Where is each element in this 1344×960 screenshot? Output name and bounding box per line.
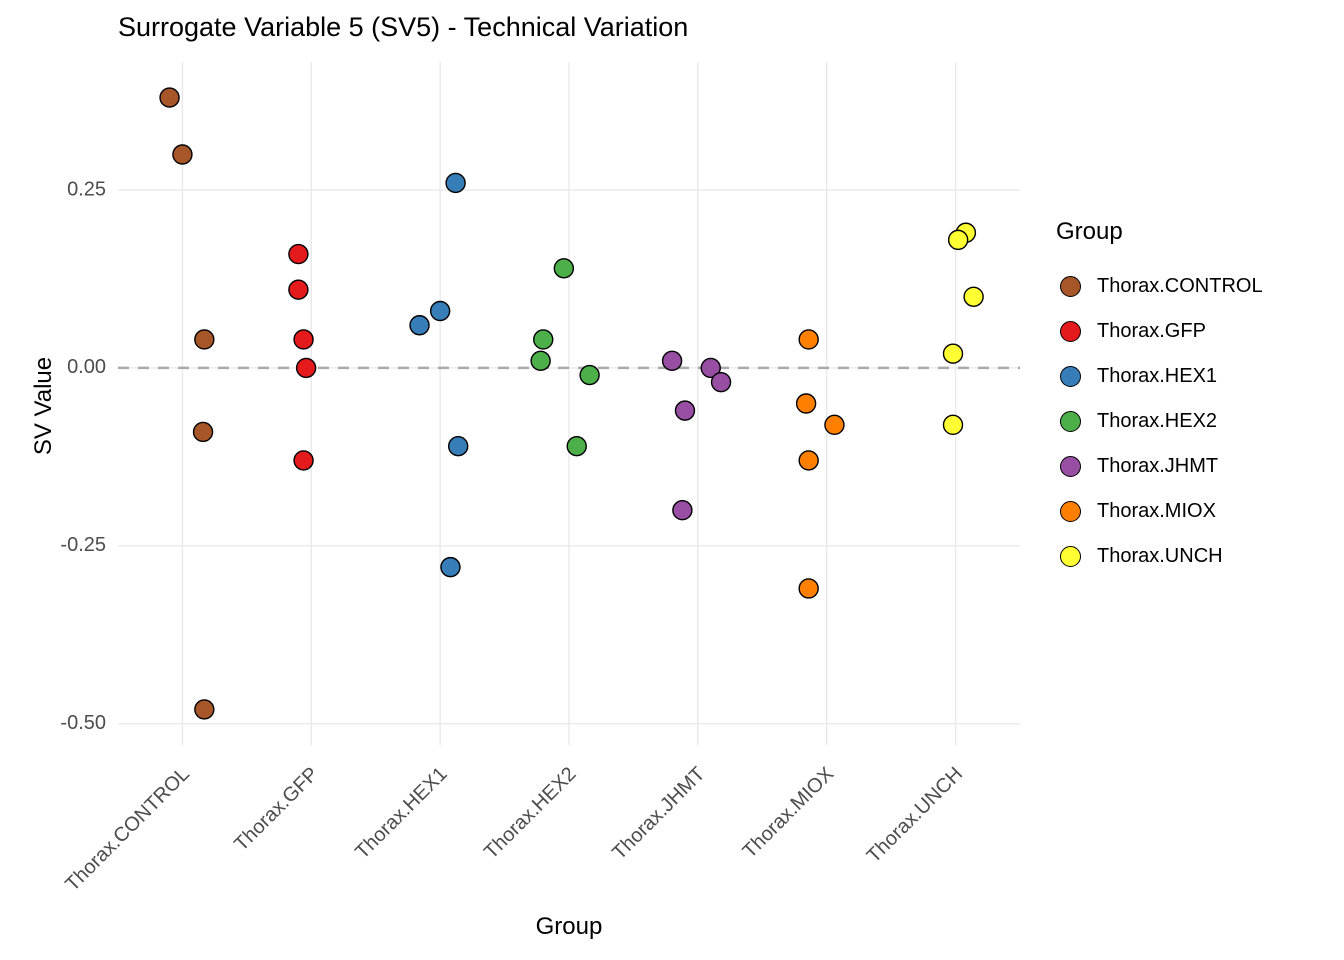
legend-item: Thorax.UNCH xyxy=(1052,534,1332,579)
data-point xyxy=(947,229,969,251)
data-point xyxy=(194,329,215,350)
legend-swatch xyxy=(1060,501,1081,522)
legend-label: Thorax.HEX1 xyxy=(1097,365,1218,387)
legend-label: Thorax.MIOX xyxy=(1097,500,1216,522)
data-point xyxy=(963,286,984,307)
data-point xyxy=(798,450,819,471)
x-tick-label: Thorax.UNCH xyxy=(863,763,967,867)
x-tick-label: Thorax.CONTROL xyxy=(61,763,194,896)
y-tick-label: -0.25 xyxy=(60,534,106,556)
data-point xyxy=(295,357,317,379)
legend-item: Thorax.HEX2 xyxy=(1052,399,1332,444)
y-tick-label: 0.25 xyxy=(67,178,106,200)
legend-items: Thorax.CONTROL Thorax.GFP Thorax.HEX1 Thora… xyxy=(1052,264,1332,579)
data-point xyxy=(674,400,696,421)
legend-item: Thorax.CONTROL xyxy=(1052,264,1332,309)
legend-swatch xyxy=(1060,456,1081,477)
legend-swatch xyxy=(1060,546,1081,567)
legend-label: Thorax.GFP xyxy=(1097,320,1206,342)
data-point xyxy=(447,435,469,457)
data-point xyxy=(445,172,466,194)
data-point xyxy=(579,364,600,386)
x-tick-label: Thorax.GFP xyxy=(230,763,323,856)
data-point xyxy=(798,578,819,599)
legend-item: Thorax.HEX1 xyxy=(1052,354,1332,399)
legend-item: Thorax.JHMT xyxy=(1052,444,1332,489)
data-point xyxy=(172,144,193,165)
data-point xyxy=(566,435,587,457)
x-axis-title: Group xyxy=(535,913,603,940)
data-point xyxy=(192,421,214,443)
data-point xyxy=(409,315,430,336)
data-point xyxy=(194,699,215,720)
legend-label: Thorax.UNCH xyxy=(1097,545,1223,567)
data-point xyxy=(288,243,309,265)
data-point xyxy=(824,414,845,436)
data-point xyxy=(710,371,732,393)
legend-item: Thorax.GFP xyxy=(1052,309,1332,354)
x-tick-label: Thorax.JHMT xyxy=(608,763,709,864)
y-axis-title: SV Value xyxy=(30,356,57,456)
chart-title: Surrogate Variable 5 (SV5) - Technical V… xyxy=(118,12,689,42)
legend-swatch xyxy=(1060,321,1081,342)
legend-swatch xyxy=(1060,366,1081,387)
data-point xyxy=(293,450,314,471)
x-tick-label: Thorax.HEX2 xyxy=(480,763,580,863)
data-point xyxy=(661,350,683,372)
x-tick-label: Thorax.MIOX xyxy=(739,763,839,863)
data-point xyxy=(795,393,817,414)
data-point xyxy=(293,329,314,350)
data-point xyxy=(530,350,551,372)
data-point xyxy=(700,357,721,379)
legend-swatch xyxy=(1060,276,1081,297)
data-point xyxy=(798,329,819,350)
data-point xyxy=(533,329,554,350)
data-point xyxy=(942,343,964,364)
legend-label: Thorax.CONTROL xyxy=(1097,275,1263,297)
legend-label: Thorax.HEX2 xyxy=(1097,410,1218,432)
y-tick-label: -0.50 xyxy=(60,712,106,734)
data-point xyxy=(553,258,575,279)
data-point xyxy=(429,300,451,322)
legend: Group Thorax.CONTROL Thorax.GFP Thorax.HEX… xyxy=(1052,218,1332,579)
data-point xyxy=(672,500,693,521)
data-point xyxy=(440,556,461,578)
legend-title: Group xyxy=(1056,218,1123,245)
data-point xyxy=(159,87,180,108)
legend-item: Thorax.MIOX xyxy=(1052,489,1332,534)
legend-label: Thorax.JHMT xyxy=(1097,455,1219,477)
data-point xyxy=(288,279,309,300)
data-point xyxy=(942,414,964,436)
x-tick-label: Thorax.HEX1 xyxy=(351,763,451,863)
y-tick-label: 0.00 xyxy=(67,356,106,378)
legend-swatch xyxy=(1060,411,1081,432)
